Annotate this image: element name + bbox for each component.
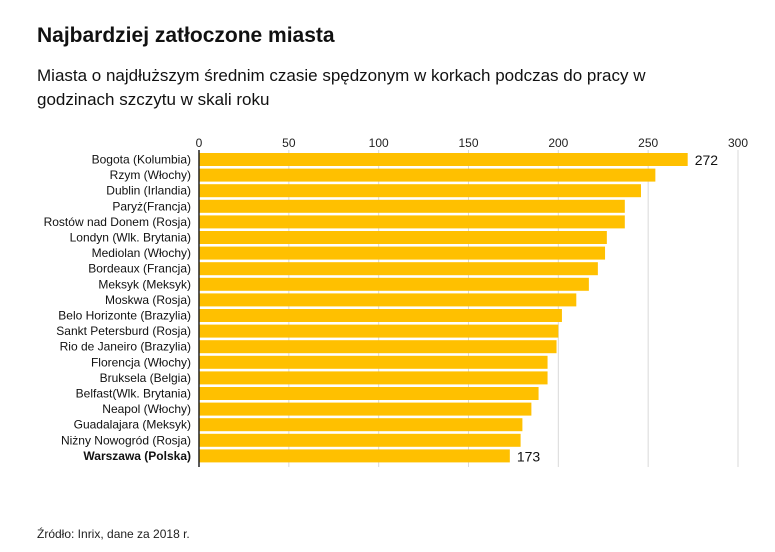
bar [199,340,557,354]
data-label: 272 [695,152,719,168]
x-tick-label: 150 [458,136,478,150]
bar [199,184,641,198]
bar [199,215,625,229]
bar [199,168,656,182]
chart-subtitle: Miasta o najdłuższym średnim czasie spęd… [37,66,646,109]
bar [199,355,548,369]
bar [199,418,523,432]
category-label: Bordeaux (Francja) [88,262,191,276]
bar [199,199,625,213]
x-tick-label: 50 [282,136,296,150]
category-label: Londyn (Wlk. Brytania) [70,231,191,245]
bar [199,449,510,463]
bar [199,371,548,385]
bar [199,433,521,447]
category-label: Niżny Nowogród (Rosja) [61,433,191,447]
category-label: Bruksela (Belgia) [100,371,191,385]
data-label: 173 [517,448,541,464]
bar [199,246,606,260]
category-label: Paryż(Francja) [112,199,191,213]
source-note: Źródło: Inrix, dane za 2018 r. [37,527,190,541]
x-tick-label: 100 [369,136,389,150]
category-label: Belfast(Wlk. Brytania) [76,387,191,401]
category-label: Rzym (Włochy) [110,168,191,182]
bar [199,153,688,166]
category-label: Florencja (Włochy) [91,355,191,369]
category-label: Meksyk (Meksyk) [98,277,191,291]
chart-title: Najbardziej zatłoczone miasta [37,24,335,47]
category-label: Warszawa (Polska) [83,449,191,463]
bar [199,277,589,291]
bar [199,231,607,244]
category-label: Guadalajara (Meksyk) [74,418,191,432]
category-label: Moskwa (Rosja) [105,293,191,307]
x-tick-label: 250 [638,136,658,150]
x-tick-label: 300 [728,136,748,150]
bar [199,262,598,276]
category-label: Rostów nad Donem (Rosja) [44,215,191,229]
bar [199,324,559,338]
category-label: Dublin (Irlandia) [106,184,191,198]
bar [199,309,562,322]
bar [199,293,577,307]
category-label: Mediolan (Włochy) [92,246,191,260]
x-tick-label: 200 [548,136,568,150]
x-tick-label: 0 [196,136,203,150]
category-label: Belo Horizonte (Brazylia) [58,309,191,323]
category-label: Bogota (Kolumbia) [92,153,191,167]
category-label: Rio de Janeiro (Brazylia) [60,340,191,354]
bar [199,402,532,416]
category-label: Sankt Petersburd (Rosja) [56,324,191,338]
category-label: Neapol (Włochy) [102,402,191,416]
bar [199,387,539,400]
